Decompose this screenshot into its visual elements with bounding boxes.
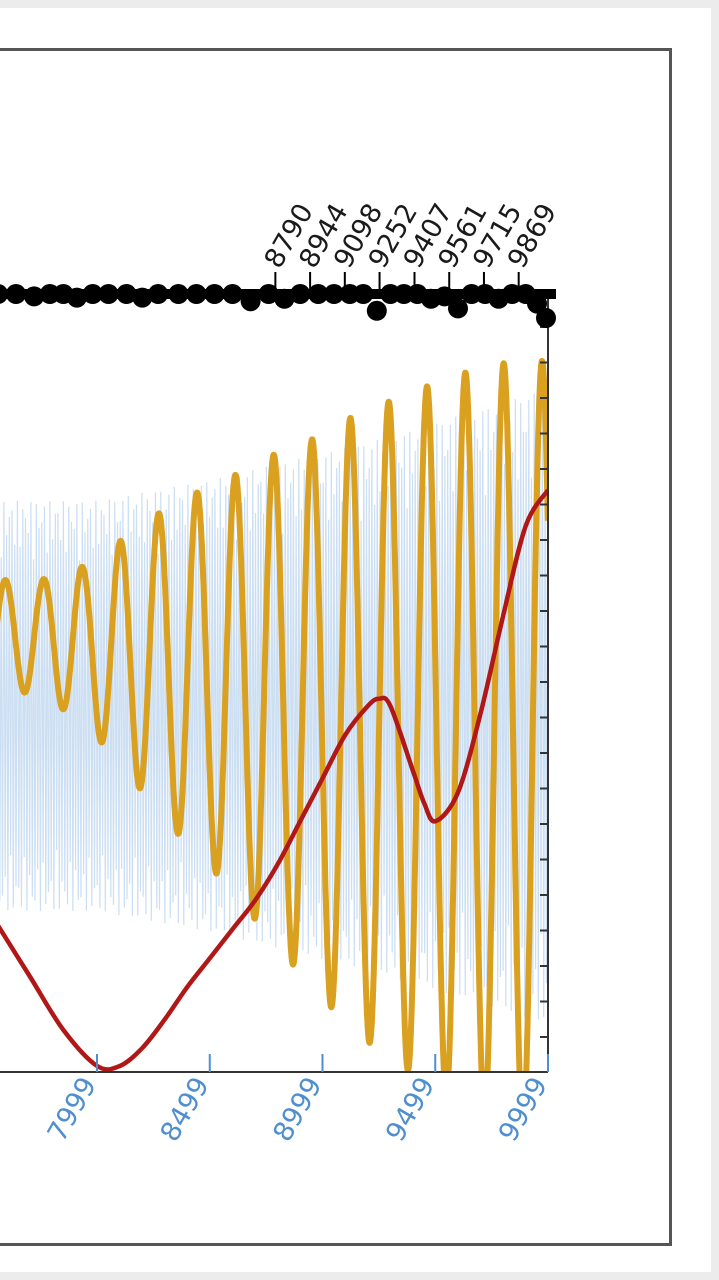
top-marker-point [186,284,207,304]
oscillation-line [0,357,548,1073]
top-marker-point [290,284,311,304]
top-marker-point [366,300,387,321]
top-marker-point [448,298,468,319]
top-marker-point [116,284,137,304]
top-marker-point [66,287,87,308]
oscillation-layer [0,357,548,1073]
top-marker-layer [0,284,556,328]
top-marker-point [308,284,329,304]
top-marker-point [24,286,45,307]
bottom-tick-label: 9499 [380,1072,441,1147]
top-marker-point [240,291,261,312]
bottom-tick-label: 9999 [493,1072,554,1147]
top-marker-point [204,284,225,304]
bottom-tick-label: 8499 [155,1072,216,1147]
top-marker-point [6,284,26,304]
top-marker-point [434,286,455,307]
top-marker-point [148,284,169,304]
top-marker-point [98,284,119,304]
top-marker-point [82,284,103,304]
top-marker-point [324,284,344,304]
trend-line [0,488,548,1072]
top-marker-point [0,284,8,304]
bottom-tick-label: 7999 [42,1072,103,1147]
top-marker-point [353,284,374,304]
top-marker-point [132,287,153,308]
top-marker-point [222,284,243,304]
top-marker-point [274,288,295,309]
top-marker-point [168,284,189,304]
bottom-tick-label: 8999 [267,1072,328,1147]
top-marker-point [527,293,547,314]
top-marker-point [536,308,556,328]
trend-layer [0,488,548,1072]
top-marker-point [258,284,279,304]
